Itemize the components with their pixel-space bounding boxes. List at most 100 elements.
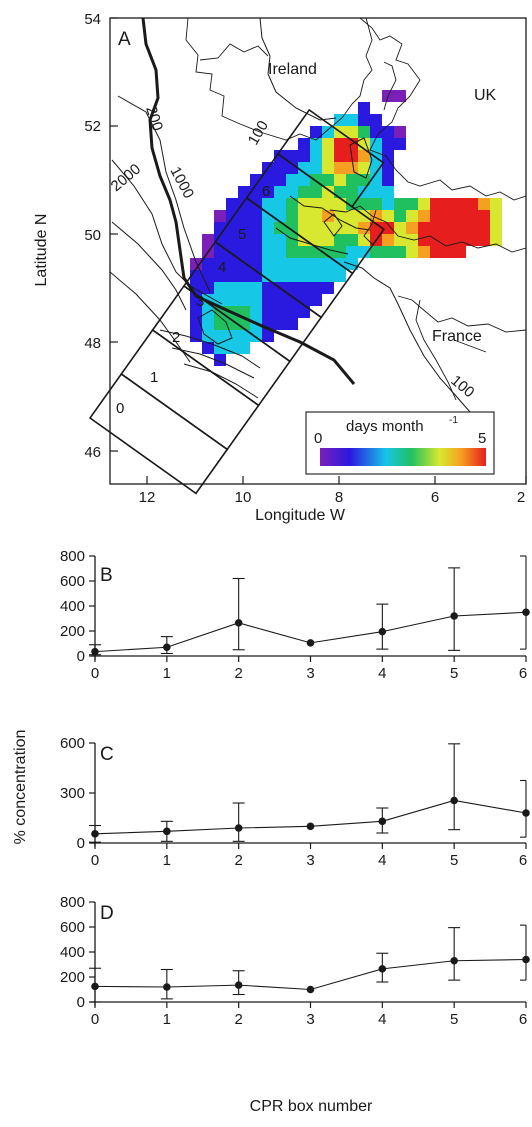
y-tick-label: 200	[60, 969, 85, 986]
heatmap-cell	[442, 198, 454, 210]
heatmap-cell	[250, 210, 262, 222]
heatmap-cell	[202, 318, 214, 330]
panel-a-label: A	[118, 29, 131, 50]
heatmap-cell	[322, 234, 334, 246]
x-tick-label: 1	[163, 1011, 171, 1028]
data-point	[234, 981, 243, 989]
lat-tick-label: 50	[84, 227, 101, 244]
x-tick-label: 3	[306, 665, 314, 682]
heatmap-cell	[490, 198, 502, 210]
heatmap-cell	[286, 282, 298, 294]
data-point	[450, 956, 458, 965]
legend-title: days month	[346, 418, 424, 435]
lon-tick-label: 12	[139, 489, 156, 506]
heatmap-cell	[394, 126, 406, 138]
cpr-box-number: 4	[218, 259, 226, 276]
heatmap-cell	[334, 162, 346, 174]
heatmap-cell	[274, 246, 286, 258]
heatmap-cell	[430, 246, 442, 258]
longitude-axis-label: Longitude W	[255, 507, 346, 524]
heatmap-cell	[310, 282, 322, 294]
x-tick-label: 4	[378, 665, 386, 682]
cpr-box-outline	[245, 152, 385, 275]
lat-tick-label: 52	[84, 118, 101, 135]
heatmap-cell	[274, 174, 286, 186]
heatmap-cell	[394, 198, 406, 210]
heatmap-cell	[214, 210, 226, 222]
heatmap-cell	[370, 114, 382, 126]
heatmap-cell	[466, 210, 478, 222]
data-point	[378, 965, 387, 973]
heatmap-cell	[322, 162, 334, 174]
heatmap-cell	[274, 162, 286, 174]
panel-d-label: D	[100, 903, 114, 924]
heatmap-cell	[298, 138, 310, 150]
heatmap-cell	[262, 186, 274, 198]
data-point	[91, 982, 99, 991]
heatmap-cell	[382, 138, 394, 150]
heatmap-cell	[298, 282, 310, 294]
heatmap-cell	[298, 210, 310, 222]
longitude-axis: 12 10 8 6 2 4 Longitude W	[139, 476, 527, 524]
heatmap-cell	[406, 222, 418, 234]
heatmap-cell	[262, 258, 274, 270]
heatmap-cell	[250, 174, 262, 186]
heatmap-cell	[346, 258, 358, 270]
x-tick-label: 0	[91, 852, 99, 869]
heatmap-cell	[358, 114, 370, 126]
heatmap-cell	[394, 222, 406, 234]
legend-title-superscript: -1	[449, 415, 458, 426]
heatmap-cell	[262, 234, 274, 246]
heatmap-cell	[274, 294, 286, 306]
heatmap-cell	[274, 318, 286, 330]
latitude-axis-label: Latitude N	[33, 214, 50, 287]
panel-c-label: C	[100, 744, 114, 765]
heatmap-cell	[286, 270, 298, 282]
heatmap-cell	[250, 246, 262, 258]
heatmap-layer	[190, 90, 502, 366]
y-tick-label: 600	[60, 919, 85, 936]
lon-tick-label: 2	[517, 489, 525, 506]
y-tick-label: 400	[60, 944, 85, 961]
data-point	[91, 647, 99, 656]
heatmap-cell	[442, 222, 454, 234]
heatmap-cell	[358, 102, 370, 114]
heatmap-cell	[226, 246, 238, 258]
heatmap-cell	[394, 90, 406, 102]
heatmap-cell	[370, 186, 382, 198]
heatmap-cell	[310, 186, 322, 198]
heatmap-cell	[490, 222, 502, 234]
heatmap-cell	[346, 246, 358, 258]
x-tick-label: 3	[306, 852, 314, 869]
heatmap-cell	[370, 246, 382, 258]
heatmap-cell	[226, 234, 238, 246]
heatmap-cell	[238, 342, 250, 354]
heatmap-cell	[214, 330, 226, 342]
contour-label: 200	[142, 104, 166, 133]
heatmap-cell	[298, 222, 310, 234]
heatmap-cell	[214, 246, 226, 258]
data-point	[163, 643, 171, 652]
heatmap-cell	[238, 210, 250, 222]
heatmap-cell	[190, 306, 202, 318]
lat-tick-label: 54	[84, 11, 101, 28]
data-point	[450, 796, 458, 805]
heatmap-cell	[334, 234, 346, 246]
heatmap-cell	[298, 174, 310, 186]
contour-label: 100	[245, 118, 272, 148]
heatmap-cell	[298, 198, 310, 210]
heatmap-cell	[226, 282, 238, 294]
heatmap-cell	[334, 174, 346, 186]
heatmap-cell	[286, 150, 298, 162]
heatmap-cell	[190, 258, 202, 270]
heatmap-cell	[214, 222, 226, 234]
heatmap-cell	[382, 174, 394, 186]
lat-tick-label: 46	[84, 444, 101, 461]
heatmap-cell	[382, 222, 394, 234]
heatmap-cell	[406, 246, 418, 258]
heatmap-cell	[250, 294, 262, 306]
heatmap-cell	[298, 246, 310, 258]
y-tick-label: 300	[60, 785, 85, 802]
y-axis-label-shared: % concentration	[12, 730, 29, 845]
heatmap-cell	[238, 282, 250, 294]
